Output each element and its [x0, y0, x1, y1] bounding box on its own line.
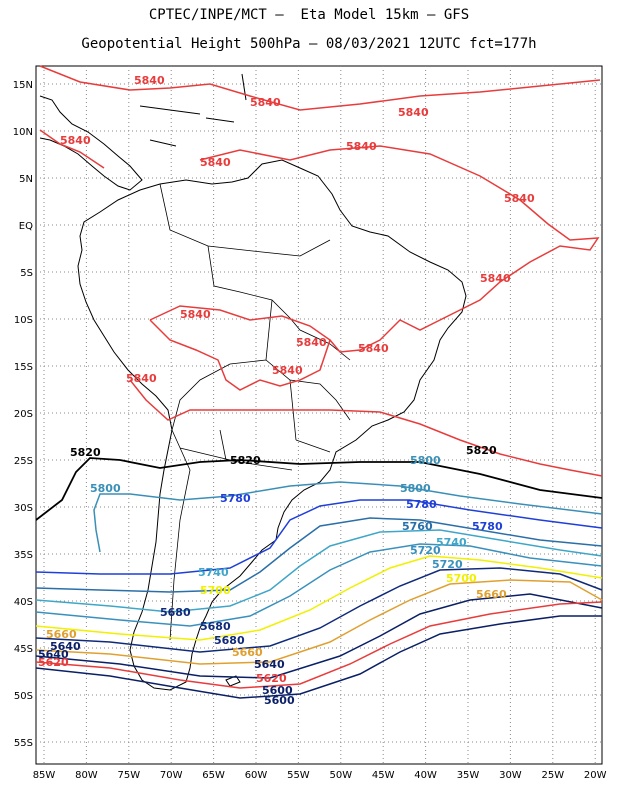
- tick-labels: 15N 10N 5N EQ 5S 10S 15S 20S 25S 30S 35S 40S 45S 50S 5…: [13, 80, 607, 781]
- contour-5760: [35, 517, 603, 593]
- caribbean-islands: [139, 73, 247, 147]
- contour-5840-south: [129, 379, 603, 477]
- contour-label: 5840: [250, 96, 281, 109]
- contour-5780: [35, 499, 603, 575]
- contour-label: 5840: [480, 272, 511, 285]
- contour-5840-north: [39, 65, 601, 111]
- lon-tick-label: 40W: [414, 770, 437, 781]
- contour-label: 5840: [200, 156, 231, 169]
- contour-label: 5840: [358, 342, 389, 355]
- contour-5740: [35, 529, 603, 613]
- contour-5820: [35, 457, 603, 521]
- contour-label: 5620: [38, 656, 69, 669]
- lon-tick-label: 50W: [329, 770, 352, 781]
- contour-label: 5840: [134, 74, 165, 87]
- lat-tick-label: EQ: [19, 221, 33, 232]
- contour-label: 5600: [262, 684, 293, 697]
- lon-tick-label: 30W: [499, 770, 522, 781]
- lat-tick-label: 20S: [14, 409, 33, 420]
- map-title-line2: Geopotential Height 500hPa – 08/03/2021 …: [81, 36, 537, 52]
- contour-label: 5620: [256, 672, 287, 685]
- contour-label: 5640: [254, 658, 285, 671]
- contour-label: 5840: [180, 308, 211, 321]
- contour-label: 5660: [232, 646, 263, 659]
- contour-label: 5660: [476, 588, 507, 601]
- lat-tick-label: 10S: [14, 315, 33, 326]
- lon-tick-label: 25W: [541, 770, 564, 781]
- contour-label: 5820: [70, 446, 101, 459]
- contour-label: 5840: [296, 336, 327, 349]
- contour-5700: [35, 555, 603, 641]
- contour-5800: [93, 481, 603, 553]
- contour-label: 5680: [160, 606, 191, 619]
- lon-tick-label: 35W: [457, 770, 480, 781]
- contour-label: 5840: [398, 106, 429, 119]
- contour-label: 5680: [214, 634, 245, 647]
- lat-tick-label: 55S: [14, 738, 33, 749]
- map-frame: [35, 65, 603, 765]
- contour-5600: [35, 615, 602, 699]
- contour-label: 5840: [60, 134, 91, 147]
- contour-label: 5840: [346, 140, 377, 153]
- contour-label: 5680: [200, 620, 231, 633]
- contour-label: 5700: [446, 572, 477, 585]
- lat-tick-label: 10N: [13, 127, 33, 138]
- lat-tick-label: 50S: [14, 691, 33, 702]
- contour-label: 5740: [198, 566, 229, 579]
- contour-label: 5700: [200, 584, 231, 597]
- contour-5840-pacific: [39, 129, 105, 169]
- central-america-coast: [39, 95, 143, 191]
- contour-label: 5640: [38, 648, 69, 661]
- lon-tick-label: 70W: [160, 770, 183, 781]
- contour-label: 5840: [126, 372, 157, 385]
- contour-label: 5780: [220, 492, 251, 505]
- contour-label: 5600: [264, 694, 295, 707]
- map-title-line1: CPTEC/INPE/MCT – Eta Model 15km – GFS: [148, 7, 470, 23]
- contour-5680: [35, 567, 603, 653]
- contour-5660: [35, 579, 603, 665]
- lat-tick-label: 5S: [20, 268, 33, 279]
- contour-label: 5840: [504, 192, 535, 205]
- contour-label: 5640: [50, 640, 81, 653]
- south-america-coast: [77, 159, 467, 691]
- contour-label: 5780: [406, 498, 437, 511]
- lat-tick-label: 5N: [19, 174, 33, 185]
- contour-5640: [35, 593, 603, 679]
- lon-tick-label: 60W: [245, 770, 268, 781]
- lat-tick-label: 40S: [14, 597, 33, 608]
- contour-label: 5800: [400, 482, 431, 495]
- lon-tick-label: 75W: [117, 770, 140, 781]
- lat-tick-label: 15N: [13, 80, 33, 91]
- contour-5840-east: [199, 145, 600, 353]
- lat-tick-label: 35S: [14, 550, 33, 561]
- lon-tick-label: 65W: [202, 770, 225, 781]
- contour-label: 5720: [410, 544, 441, 557]
- contour-label: 5800: [410, 454, 441, 467]
- lat-tick-label: 25S: [14, 456, 33, 467]
- contour-label: 5820: [466, 444, 497, 457]
- contour-5720: [35, 543, 603, 627]
- lon-tick-label: 80W: [75, 770, 98, 781]
- contour-label: 5780: [472, 520, 503, 533]
- lon-tick-label: 85W: [33, 770, 56, 781]
- lon-tick-label: 45W: [372, 770, 395, 781]
- contour-label: 5840: [272, 364, 303, 377]
- contour-label: 5820: [230, 454, 261, 467]
- contour-label: 5740: [436, 536, 467, 549]
- contour-label: 5660: [46, 628, 77, 641]
- contour-label: 5800: [90, 482, 121, 495]
- lat-tick-label: 15S: [14, 362, 33, 373]
- lat-tick-label: 45S: [14, 644, 33, 655]
- lon-tick-label: 55W: [287, 770, 310, 781]
- contour-label: 5720: [432, 558, 463, 571]
- contour-lines: [35, 65, 603, 699]
- contour-labels: 5840 5840 5840 5840 5840 5840 5840 5840 …: [38, 74, 535, 707]
- contour-label: 5760: [402, 520, 433, 533]
- lat-tick-label: 30S: [14, 503, 33, 514]
- contour-5620: [35, 601, 603, 689]
- lon-tick-label: 20W: [584, 770, 607, 781]
- contour-5840-interior: [149, 305, 331, 391]
